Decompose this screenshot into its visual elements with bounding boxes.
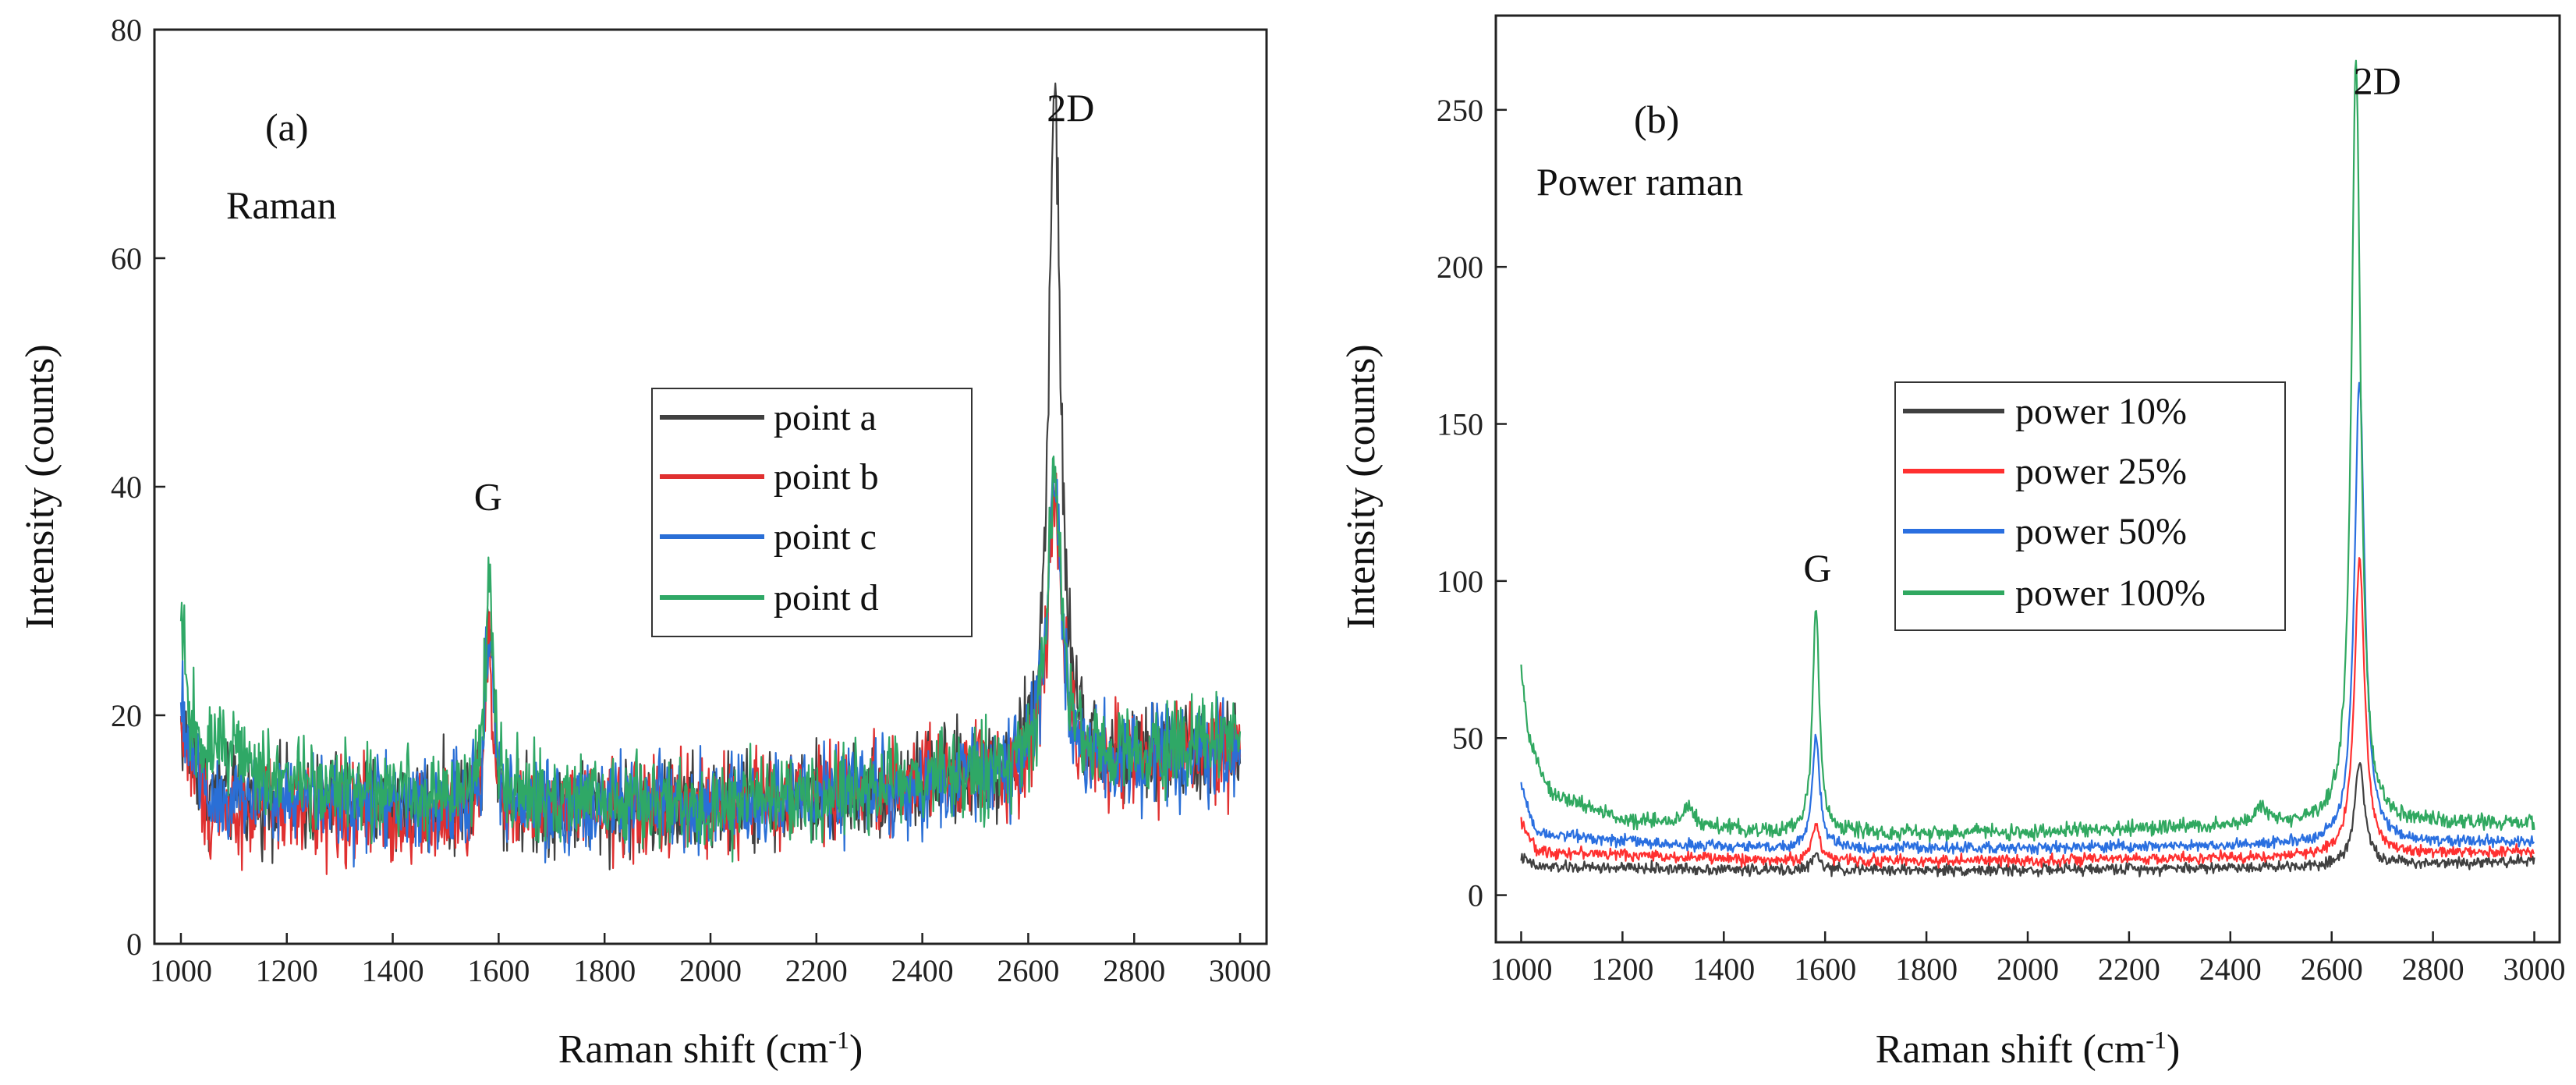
panel-b-y-tick-label-250: 250 xyxy=(1437,93,1483,128)
panel-b-x-tick-label-2000: 2000 xyxy=(1997,952,2059,987)
panel-b-series-lines xyxy=(1520,59,2535,878)
panel-b-y-tick-label-0: 0 xyxy=(1468,878,1483,913)
panel-b-y-tick-label-150: 150 xyxy=(1437,407,1483,442)
panel-b-x-tick-label-1200: 1200 xyxy=(1591,952,1653,987)
panel-a-x-tick-label-1800: 1800 xyxy=(573,953,636,988)
panel-b-y-axis-title: Intensity (counts) xyxy=(1339,344,1384,629)
panel-b-annotation-g: G xyxy=(1803,546,1831,590)
panel-b-y-tick-label-100: 100 xyxy=(1437,564,1483,599)
panel-b-x-axis-title: Raman shift (cm-1) xyxy=(1876,1026,2181,1072)
legend-label-power-50: power 50% xyxy=(2015,511,2187,552)
panel-a-x-tick-label-1600: 1600 xyxy=(467,953,530,988)
legend-label-point-c: point c xyxy=(774,516,877,558)
panel-b-x-tick-label-3000: 3000 xyxy=(2503,952,2566,987)
legend-label-power-100: power 100% xyxy=(2015,573,2206,614)
panel-a-y-tick-label-40: 40 xyxy=(111,470,142,505)
panel-a-x-tick-label-2800: 2800 xyxy=(1103,953,1165,988)
panel-b-legend: power 10% power 25% power 50% power 100% xyxy=(1894,381,2286,631)
panel-b-legend-box xyxy=(1894,381,2286,631)
legend-label-point-a: point a xyxy=(774,397,877,438)
panel-b-x-tick-label-2200: 2200 xyxy=(2098,952,2160,987)
panel-a-x-tick-label-1000: 1000 xyxy=(150,953,212,988)
legend-label-point-d: point d xyxy=(774,577,879,619)
panel-b-series-power-10- xyxy=(1520,762,2535,878)
panel-b-x-tick-label-1800: 1800 xyxy=(1895,952,1958,987)
panel-a-y-tick-label-80: 80 xyxy=(111,12,142,48)
panel-a-ticks: 1000 1200 1400 1600 1800 2000 2200 2400 2600 2800… xyxy=(111,12,1271,988)
panel-a-x-tick-label-2000: 2000 xyxy=(679,953,742,988)
panel-b-x-tick-label-2600: 2600 xyxy=(2301,952,2363,987)
legend-label-power-25: power 25% xyxy=(2015,451,2187,492)
panel-a-x-tick-label-2400: 2400 xyxy=(891,953,954,988)
panel-a-x-tick-label-1400: 1400 xyxy=(362,953,424,988)
panel-a: 1000 1200 1400 1600 1800 2000 2200 2400 2600 2800… xyxy=(18,12,1271,1072)
panel-a-legend: point a point b point c point d xyxy=(651,388,973,637)
panel-b-x-tick-label-1400: 1400 xyxy=(1692,952,1755,987)
panel-a-x-tick-label-2200: 2200 xyxy=(785,953,848,988)
panel-b-x-tick-label-1600: 1600 xyxy=(1794,952,1856,987)
panel-b-label: (b) xyxy=(1634,98,1679,141)
panel-a-annotation-2d: 2D xyxy=(1047,86,1094,129)
panel-a-series-lines xyxy=(179,82,1242,875)
panel-a-series-point-d xyxy=(179,456,1242,863)
legend-label-power-10: power 10% xyxy=(2015,391,2187,432)
panel-b: 1000 1200 1400 1600 1800 2000 2200 2400 2600 2800… xyxy=(1339,14,2566,1072)
panel-a-x-tick-label-1200: 1200 xyxy=(256,953,318,988)
panel-a-y-tick-label-60: 60 xyxy=(111,241,142,276)
panel-b-ticks: 1000 1200 1400 1600 1800 2000 2200 2400 2600 2800… xyxy=(1437,93,2566,987)
panel-a-label: (a) xyxy=(265,105,309,149)
panel-a-x-tick-label-3000: 3000 xyxy=(1209,953,1271,988)
panel-b-annotation-2d: 2D xyxy=(2354,59,2401,103)
panel-a-x-axis-title: Raman shift (cm-1) xyxy=(558,1026,863,1072)
panel-a-y-axis-title: Intensity (counts) xyxy=(18,344,62,629)
panel-a-annotation-g: G xyxy=(474,474,502,518)
panel-b-series-power-25- xyxy=(1520,557,2535,869)
panel-b-y-tick-label-200: 200 xyxy=(1437,250,1483,285)
panel-b-series-power-100- xyxy=(1520,59,2535,843)
panel-b-x-tick-label-2400: 2400 xyxy=(2199,952,2262,987)
panel-b-x-tick-label-1000: 1000 xyxy=(1490,952,1552,987)
panel-a-title: Raman xyxy=(226,183,337,227)
panel-b-y-tick-label-50: 50 xyxy=(1452,721,1483,756)
panel-a-y-tick-label-20: 20 xyxy=(111,698,142,733)
panel-b-title: Power raman xyxy=(1536,160,1743,204)
panel-a-y-tick-label-0: 0 xyxy=(126,927,142,962)
panel-b-x-tick-label-2800: 2800 xyxy=(2402,952,2464,987)
panel-a-x-tick-label-2600: 2600 xyxy=(997,953,1059,988)
legend-label-point-b: point b xyxy=(774,456,879,498)
